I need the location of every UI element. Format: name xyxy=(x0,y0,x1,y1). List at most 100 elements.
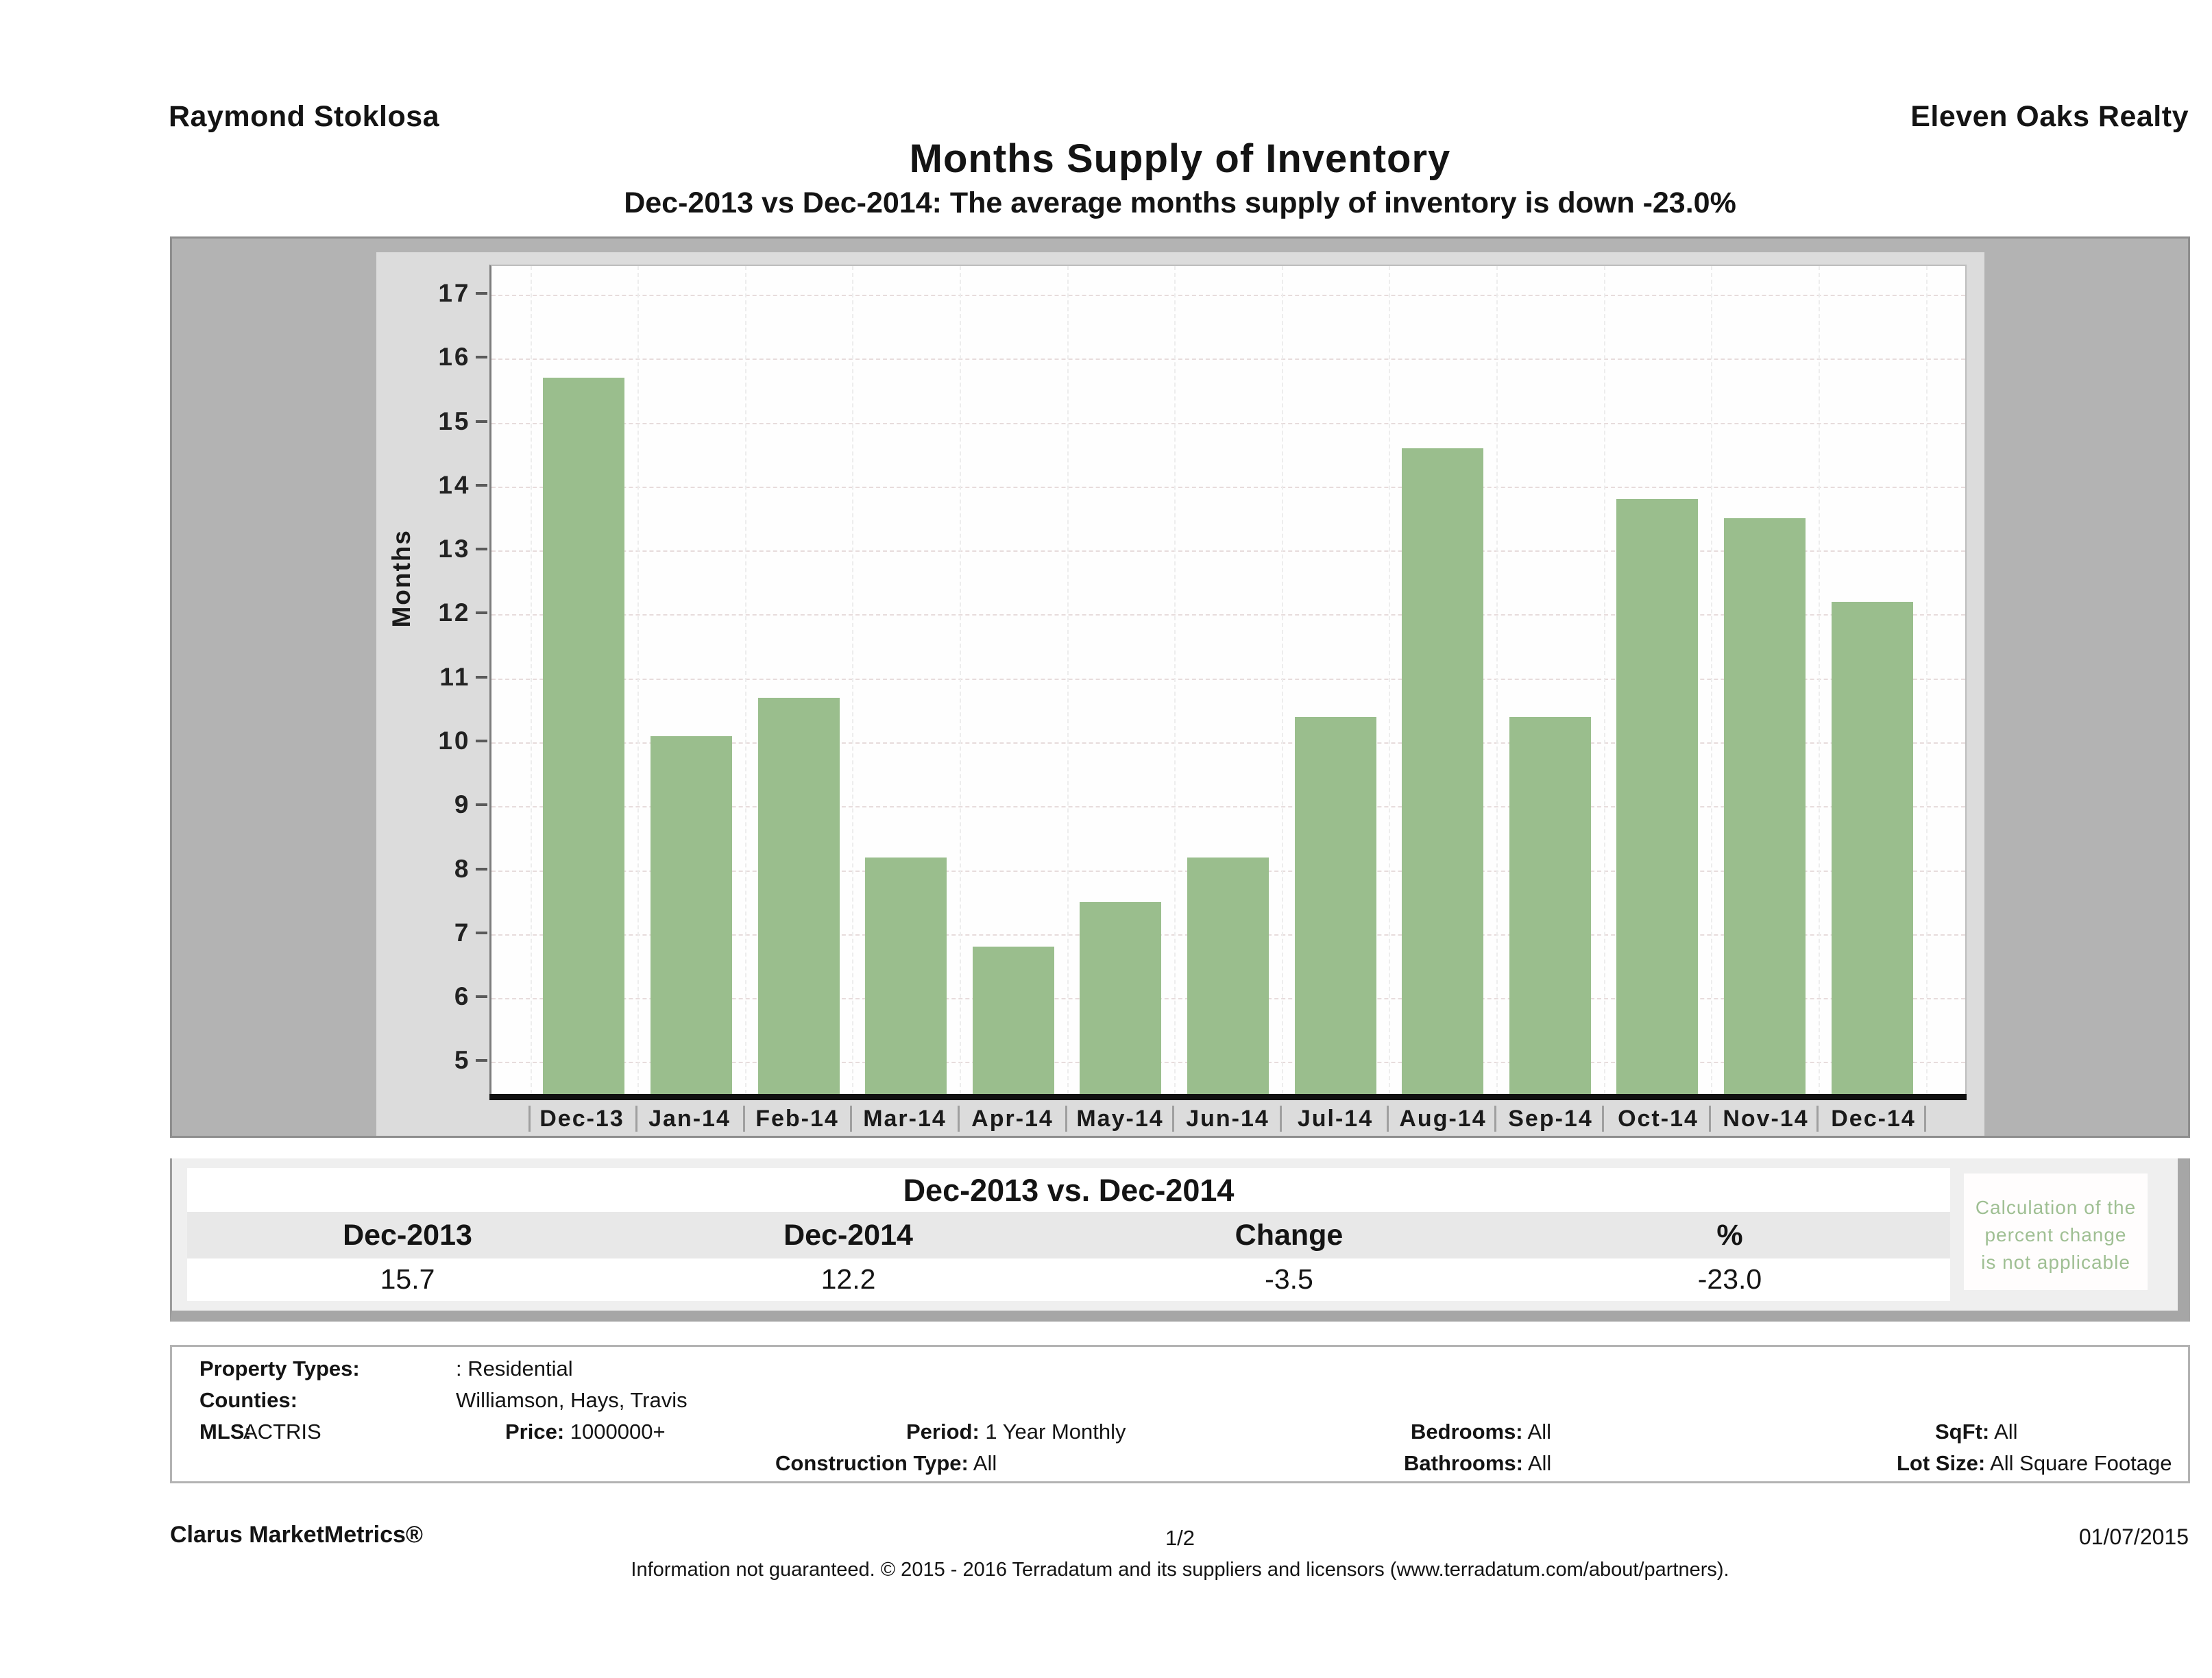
x-label-separator xyxy=(742,1106,745,1132)
v-gridline xyxy=(959,266,961,1094)
bar-slot-Nov-14 xyxy=(1711,266,1819,1094)
y-tick-mark xyxy=(475,291,487,295)
bar-Jan-14-10.1 xyxy=(650,735,732,1094)
criteria-row: Counties: Williamson, Hays, Travis xyxy=(172,1388,2188,1420)
y-tick-mark xyxy=(475,356,487,359)
h-gridline-12 xyxy=(491,614,1965,616)
y-tick-label-6: 6 xyxy=(454,982,487,1011)
x-label-Jan-14: Jan-14 xyxy=(648,1106,731,1132)
y-tick-mark xyxy=(475,483,487,487)
x-axis-labels: Dec-13 Jan-14 Feb-14 Mar-14 Apr-14 May-14 Jun-… xyxy=(489,1102,1967,1136)
bar-slot-Dec-14 xyxy=(1819,266,1926,1094)
v-gridline xyxy=(1174,266,1176,1094)
y-tick-label-10: 10 xyxy=(438,727,487,755)
percent-change-note: Calculation of the percent change is not… xyxy=(1964,1174,2148,1290)
bar-slot-Oct-14 xyxy=(1604,266,1712,1094)
v-gridline xyxy=(1389,266,1391,1094)
bar-Apr-14-6.8 xyxy=(972,947,1054,1094)
x-label-Mar-14: Mar-14 xyxy=(863,1106,947,1132)
x-label-Jul-14: Jul-14 xyxy=(1297,1106,1374,1132)
company-name: Eleven Oaks Realty xyxy=(1910,100,2189,133)
y-tick-label-7: 7 xyxy=(454,919,487,947)
h-gridline-14 xyxy=(491,486,1965,488)
col-header-dec-2013: Dec-2013 xyxy=(343,1219,472,1252)
v-gridline xyxy=(1818,266,1820,1094)
bar-Aug-14-14.6 xyxy=(1402,448,1484,1094)
x-label-Dec-14: Dec-14 xyxy=(1831,1106,1916,1132)
h-gridline-13 xyxy=(491,550,1965,552)
y-tick-label-12: 12 xyxy=(438,598,487,627)
criteria-lot-size: Lot Size: All Square Footage xyxy=(1897,1451,2172,1475)
y-tick-label-11: 11 xyxy=(439,663,487,692)
h-gridline-16 xyxy=(491,358,1965,361)
v-gridline xyxy=(530,266,532,1094)
bar-slot-Aug-14 xyxy=(1389,266,1496,1094)
bar-Jul-14-10.4 xyxy=(1294,716,1376,1094)
bar-Dec-14-12.2 xyxy=(1831,601,1913,1094)
v-gridline xyxy=(1603,266,1605,1094)
bar-Nov-14-13.5 xyxy=(1724,518,1806,1094)
bar-Feb-14-10.7 xyxy=(757,697,840,1094)
criteria-sqft: SqFt: All xyxy=(1935,1420,2018,1444)
criteria-mls: MLS: ACTRIS xyxy=(199,1420,321,1444)
y-tick-label-5: 5 xyxy=(454,1046,487,1075)
bar-Dec-13-15.7 xyxy=(543,378,625,1094)
y-tick-mark xyxy=(475,1059,487,1062)
x-label-separator xyxy=(1494,1106,1497,1132)
criteria-construction-type: Construction Type: All xyxy=(775,1451,997,1475)
y-tick-label-8: 8 xyxy=(454,855,487,884)
report-date: 01/07/2015 xyxy=(2078,1524,2189,1549)
bar-Sep-14-10.4 xyxy=(1509,716,1591,1094)
y-tick-label-13: 13 xyxy=(438,535,487,563)
y-tick-label-9: 9 xyxy=(454,790,487,819)
bar-series xyxy=(491,266,1965,1094)
chart-panel: Months 17 16 15 14 13 12 11 10 9 8 7 6 5 Dec-13 Jan-1… xyxy=(376,252,1984,1136)
h-gridline-17 xyxy=(491,294,1965,296)
y-tick-mark xyxy=(475,611,487,615)
x-label-Feb-14: Feb-14 xyxy=(755,1106,839,1132)
criteria-row: MLS: ACTRIS Price: 1000000+ Period: 1 Year … xyxy=(172,1420,2188,1451)
report-title: Months Supply of Inventory xyxy=(909,136,1451,181)
bar-slot-Jun-14 xyxy=(1174,266,1282,1094)
v-gridline xyxy=(1496,266,1498,1094)
y-tick-label-17: 17 xyxy=(438,279,487,308)
x-label-Oct-14: Oct-14 xyxy=(1618,1106,1699,1132)
col-header-change: Change xyxy=(1235,1219,1344,1252)
x-label-Apr-14: Apr-14 xyxy=(971,1106,1054,1132)
x-label-separator xyxy=(1923,1106,1926,1132)
y-tick-mark xyxy=(475,803,487,807)
comparison-table-header: Dec-2013 Dec-2014 Change % xyxy=(187,1212,1950,1258)
value-dec-2013: 15.7 xyxy=(380,1263,435,1295)
note-line: percent change xyxy=(1984,1224,2127,1245)
bar-slot-Mar-14 xyxy=(852,266,960,1094)
value-dec-2014: 12.2 xyxy=(821,1263,876,1295)
v-gridline xyxy=(1711,266,1713,1094)
x-label-separator xyxy=(1816,1106,1819,1132)
v-gridline xyxy=(744,266,746,1094)
x-label-separator xyxy=(1279,1106,1282,1132)
y-tick-mark xyxy=(475,739,487,742)
bar-Oct-14-13.8 xyxy=(1616,499,1699,1094)
product-name: Clarus MarketMetrics® xyxy=(170,1522,423,1548)
bar-May-14-7.5 xyxy=(1080,902,1162,1094)
col-header-dec-2014: Dec-2014 xyxy=(783,1219,913,1252)
x-label-Aug-14: Aug-14 xyxy=(1399,1106,1487,1132)
bar-slot-May-14 xyxy=(1067,266,1175,1094)
bar-slot-Dec-13 xyxy=(531,266,638,1094)
agent-name: Raymond Stoklosa xyxy=(169,100,440,133)
bar-Mar-14-8.2 xyxy=(865,857,947,1094)
h-gridline-11 xyxy=(491,678,1965,680)
criteria-property-types: Property Types:: Residential xyxy=(199,1357,573,1381)
x-label-Dec-13: Dec-13 xyxy=(539,1106,624,1132)
y-tick-label-16: 16 xyxy=(438,343,487,372)
x-label-separator xyxy=(850,1106,853,1132)
y-tick-mark xyxy=(475,548,487,551)
plot-area xyxy=(489,265,1967,1094)
h-gridline-15 xyxy=(491,422,1965,424)
y-tick-mark xyxy=(475,867,487,871)
h-gridline-9 xyxy=(491,806,1965,808)
y-tick-mark xyxy=(475,675,487,679)
col-header-percent: % xyxy=(1716,1219,1743,1252)
